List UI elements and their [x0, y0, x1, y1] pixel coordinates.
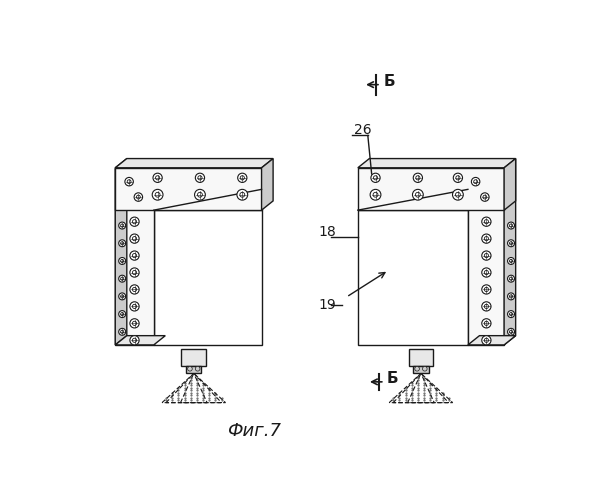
Polygon shape: [115, 168, 154, 345]
Circle shape: [482, 268, 491, 277]
Circle shape: [134, 193, 143, 202]
Circle shape: [119, 328, 126, 336]
Text: 26: 26: [354, 123, 371, 137]
Circle shape: [482, 251, 491, 260]
Circle shape: [507, 240, 515, 246]
Circle shape: [238, 173, 247, 182]
Circle shape: [130, 234, 139, 243]
Circle shape: [471, 178, 480, 186]
Circle shape: [152, 190, 163, 200]
Circle shape: [237, 190, 247, 200]
Circle shape: [371, 173, 380, 182]
Circle shape: [194, 190, 205, 200]
Polygon shape: [115, 158, 127, 345]
Circle shape: [119, 240, 126, 246]
Bar: [181, 349, 206, 366]
Polygon shape: [468, 336, 516, 345]
Circle shape: [482, 234, 491, 243]
Circle shape: [453, 173, 462, 182]
Circle shape: [130, 302, 139, 311]
Circle shape: [507, 310, 515, 318]
Polygon shape: [504, 158, 516, 345]
Circle shape: [482, 318, 491, 328]
Circle shape: [423, 366, 427, 371]
Polygon shape: [358, 158, 516, 168]
Circle shape: [195, 366, 200, 371]
Polygon shape: [358, 168, 504, 210]
Circle shape: [195, 173, 205, 182]
Bar: [409, 349, 433, 366]
Polygon shape: [115, 168, 261, 210]
Circle shape: [482, 302, 491, 311]
Bar: [154, 210, 261, 345]
Circle shape: [413, 173, 423, 182]
Bar: [186, 366, 202, 374]
Circle shape: [480, 193, 489, 202]
Text: 19: 19: [318, 298, 337, 312]
Circle shape: [153, 173, 162, 182]
Circle shape: [119, 310, 126, 318]
Circle shape: [130, 318, 139, 328]
Polygon shape: [115, 336, 166, 345]
Circle shape: [370, 190, 381, 200]
Text: Б: Б: [383, 74, 395, 89]
Text: Фиг.7: Фиг.7: [227, 422, 281, 440]
Circle shape: [130, 285, 139, 294]
Bar: [358, 210, 468, 345]
Circle shape: [482, 336, 491, 345]
Circle shape: [119, 293, 126, 300]
Circle shape: [119, 258, 126, 264]
Text: Б: Б: [387, 370, 399, 386]
Circle shape: [130, 217, 139, 226]
Circle shape: [482, 217, 491, 226]
Circle shape: [482, 285, 491, 294]
Circle shape: [130, 336, 139, 345]
Text: 18: 18: [318, 226, 337, 239]
Circle shape: [119, 275, 126, 282]
Circle shape: [507, 222, 515, 229]
Circle shape: [130, 268, 139, 277]
Circle shape: [507, 328, 515, 336]
Circle shape: [130, 251, 139, 260]
Circle shape: [119, 222, 126, 229]
Circle shape: [507, 275, 515, 282]
Polygon shape: [468, 168, 504, 345]
Circle shape: [188, 366, 192, 371]
Polygon shape: [261, 158, 273, 210]
Circle shape: [412, 190, 423, 200]
Circle shape: [453, 190, 464, 200]
Polygon shape: [504, 158, 516, 210]
Circle shape: [125, 178, 134, 186]
Circle shape: [415, 366, 420, 371]
Circle shape: [507, 258, 515, 264]
Polygon shape: [115, 158, 273, 168]
Bar: [413, 366, 429, 374]
Circle shape: [507, 293, 515, 300]
